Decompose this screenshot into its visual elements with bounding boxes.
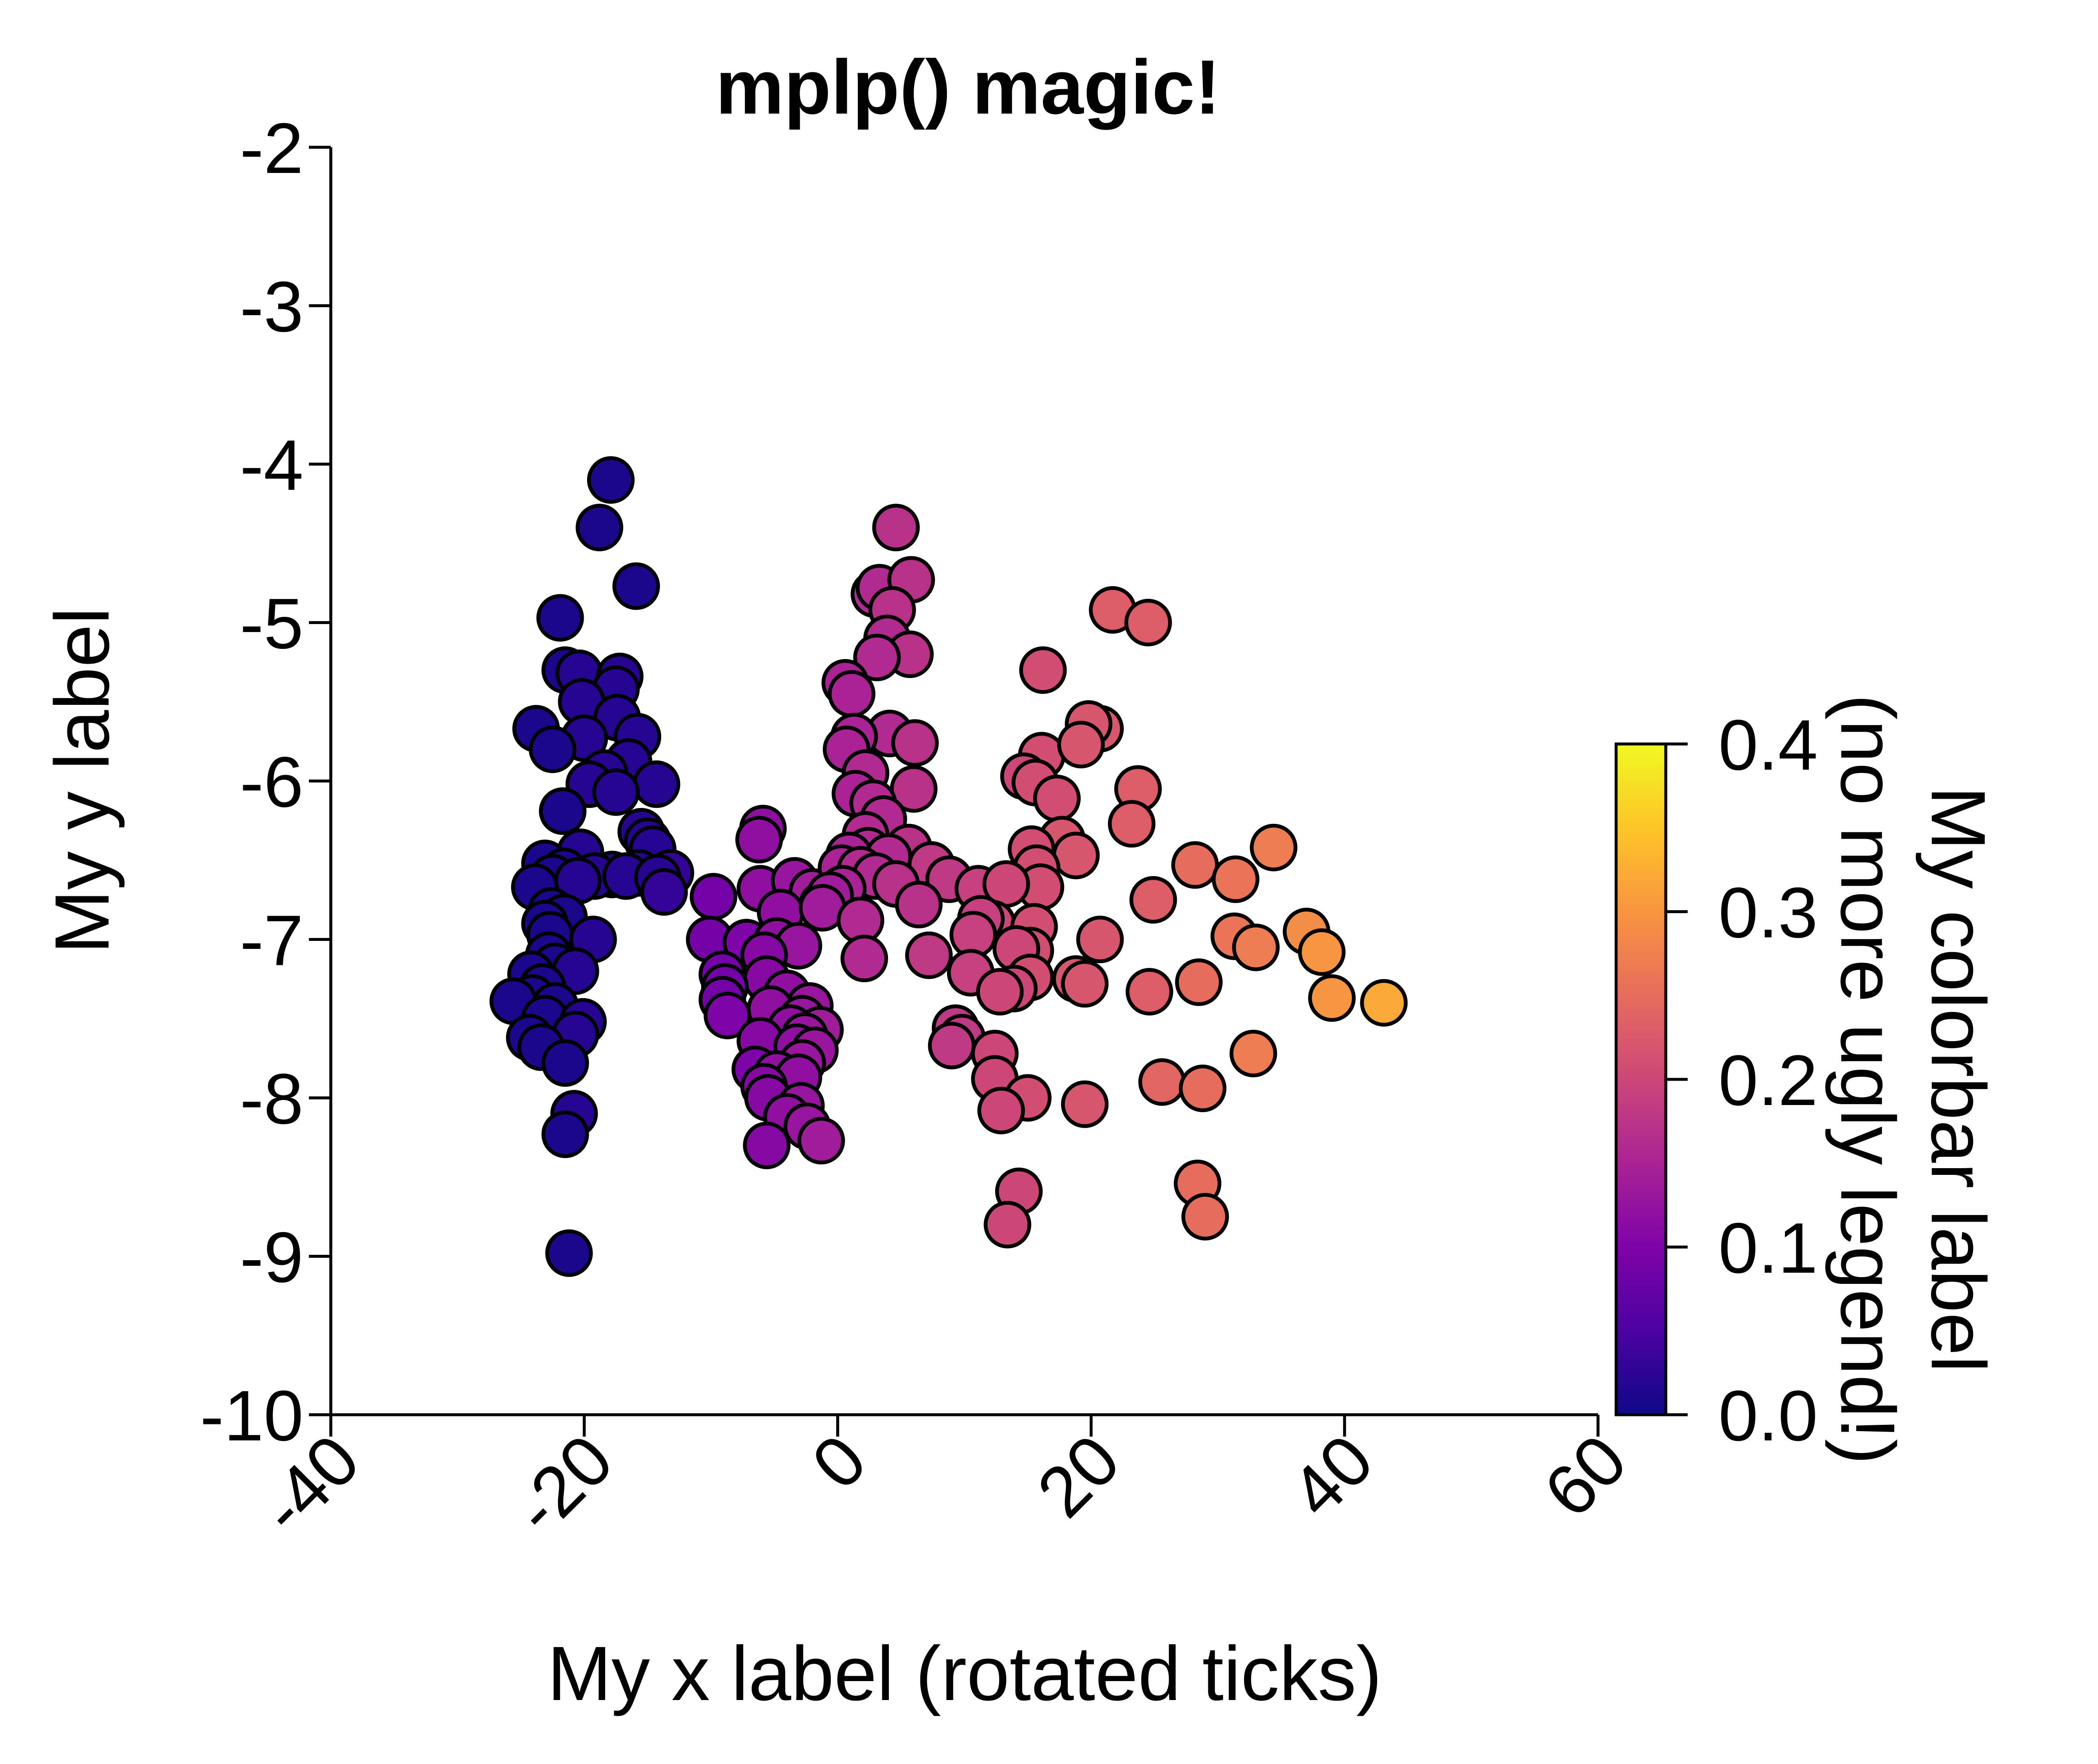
colorbar-tick-label: 0.4 (1718, 705, 1818, 785)
data-point (1212, 855, 1260, 903)
data-point (1250, 824, 1298, 871)
data-point (689, 873, 737, 921)
x-tick-label: 40 (1276, 1420, 1388, 1533)
x-tick-label: -20 (498, 1420, 628, 1549)
colorbar-tick-label: 0.3 (1718, 873, 1818, 953)
data-point (1138, 1058, 1186, 1106)
data-point (1019, 646, 1067, 694)
data-point (840, 935, 888, 983)
colorbar-tick-label: 0.2 (1718, 1041, 1818, 1121)
data-point (545, 1229, 593, 1277)
colorbar-tick-label: 0.1 (1718, 1209, 1818, 1288)
y-tick-label: -2 (240, 109, 303, 189)
data-point (1308, 974, 1356, 1022)
colorbar-tick-label: 0.0 (1718, 1376, 1818, 1456)
y-tick-label: -9 (240, 1218, 303, 1298)
data-point (536, 594, 584, 642)
data-point (1175, 958, 1223, 1006)
data-point (640, 868, 688, 916)
y-tick-label: -5 (240, 584, 303, 664)
data-point (1057, 720, 1105, 768)
data-point (1124, 599, 1172, 646)
colorbar-label: My colorbar label (no more ugly legend!) (1825, 694, 2002, 1465)
data-point (1061, 1080, 1109, 1128)
x-tick-label: 60 (1529, 1420, 1642, 1533)
data-point (587, 456, 635, 504)
data-point (1061, 960, 1109, 1008)
data-point (1129, 876, 1177, 924)
colorbar-label-line1: My colorbar label (1915, 786, 2002, 1372)
data-point (872, 504, 920, 552)
data-point (541, 1110, 589, 1158)
data-point (1229, 1030, 1277, 1078)
data-point (1179, 1064, 1227, 1112)
data-point (895, 881, 943, 929)
y-tick-label: -6 (240, 742, 303, 822)
y-axis-label: My y label (39, 607, 125, 954)
data-point (928, 1022, 976, 1070)
data-point (1125, 968, 1173, 1016)
data-point (592, 768, 640, 816)
y-tick-label: -3 (240, 267, 303, 347)
data-point (1181, 1193, 1229, 1241)
data-point (977, 1087, 1025, 1134)
data-point (703, 991, 751, 1039)
data-point (1108, 800, 1156, 848)
data-point (612, 562, 660, 610)
data-point (891, 719, 939, 767)
data-point (976, 968, 1024, 1016)
data-point (1033, 774, 1081, 822)
data-point (575, 504, 623, 552)
data-point (828, 670, 876, 718)
y-tick-label: -7 (240, 901, 303, 981)
colorbar-ticks: 0.0 0.1 0.2 0.3 0.4 (1666, 705, 1818, 1456)
colorbar-label-line2: (no more ugly legend!) (1825, 694, 1911, 1465)
chart-title: mplp() magic! (715, 44, 1221, 130)
y-tick-label: -8 (240, 1059, 303, 1139)
data-point (541, 1039, 589, 1087)
data-point (905, 931, 953, 979)
data-point (797, 1117, 845, 1165)
colorbar (1614, 742, 1667, 1416)
data-point (1171, 841, 1219, 889)
data-point (743, 1121, 791, 1169)
y-tick-label: -10 (200, 1376, 303, 1456)
x-ticks: -40 -20 0 20 40 60 (245, 1415, 1642, 1549)
data-point (1360, 979, 1408, 1027)
y-ticks: -2 -3 -4 -5 -6 -7 -8 -9 -10 (200, 109, 331, 1456)
x-axis-label: My x label (rotated ticks) (547, 1630, 1382, 1716)
x-tick-label: 0 (797, 1420, 881, 1504)
data-point (529, 725, 577, 773)
points-layer (489, 456, 1408, 1277)
data-point (1052, 832, 1100, 879)
data-point (633, 760, 681, 808)
x-tick-label: 20 (1022, 1420, 1135, 1533)
data-point (984, 1201, 1032, 1249)
y-tick-label: -4 (240, 425, 303, 505)
data-point (1298, 928, 1346, 976)
data-point (1076, 916, 1124, 963)
data-point (1232, 923, 1280, 971)
data-point (735, 816, 783, 863)
data-point (853, 633, 901, 681)
data-point (539, 787, 587, 835)
